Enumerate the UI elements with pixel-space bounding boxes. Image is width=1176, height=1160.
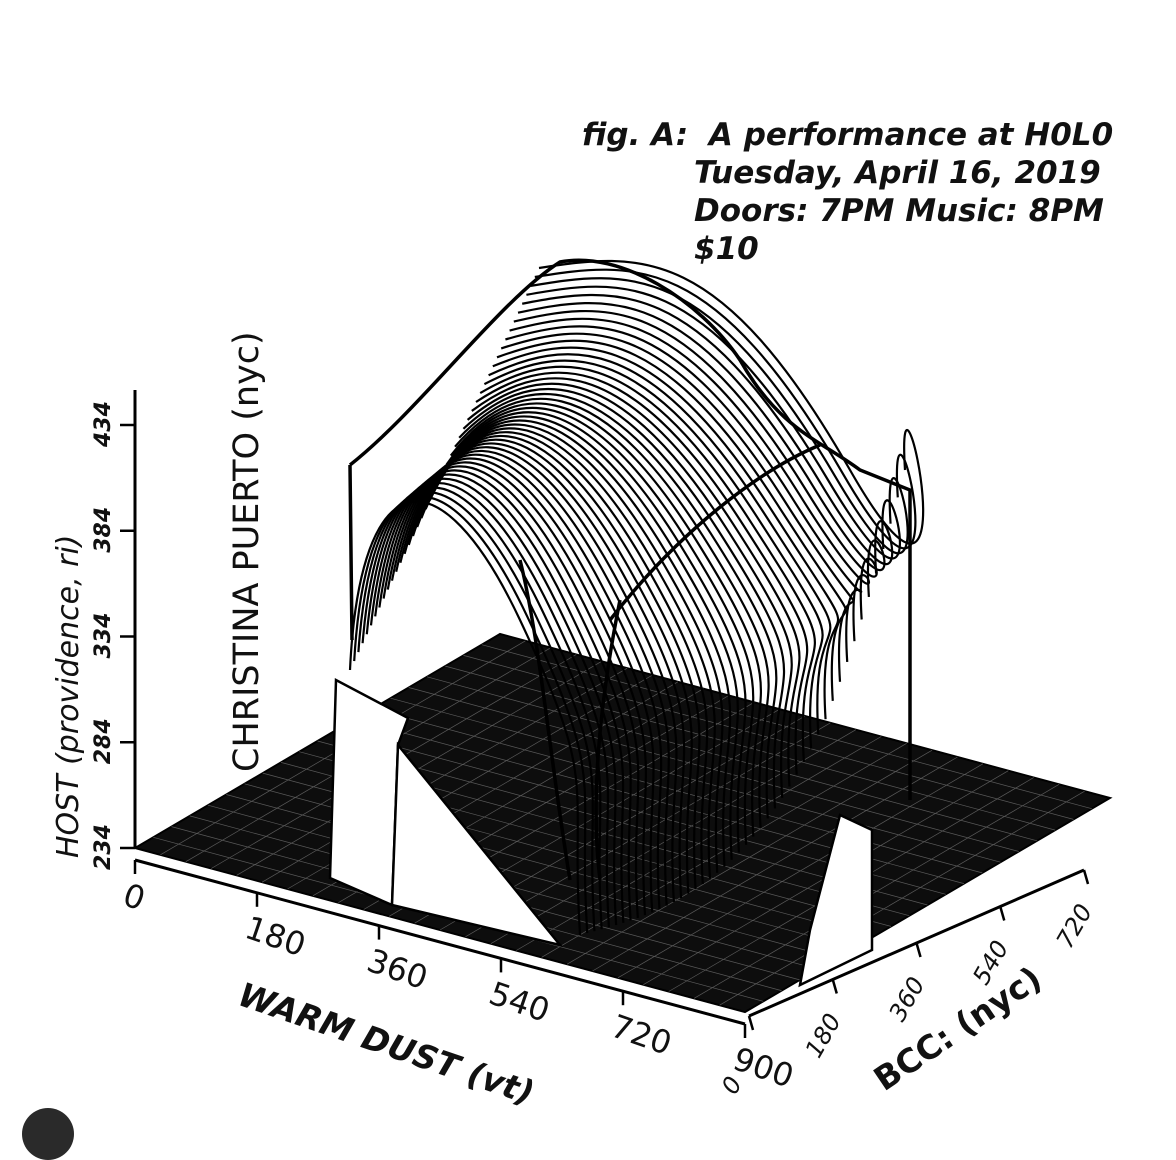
y-tick <box>831 979 838 994</box>
floor-grid-line <box>481 644 1092 810</box>
headliner-label: CHRISTINA PUERTO (nyc) <box>227 331 267 772</box>
event-times: Doors: 7PM Music: 8PM <box>694 193 1104 229</box>
surface-slice <box>374 473 625 923</box>
surface-slice <box>378 469 632 921</box>
x-tick-label: 360 <box>362 941 432 997</box>
y-tick-label: 720 <box>1051 899 1098 953</box>
surface-slice <box>454 397 770 828</box>
floor-grid-line <box>226 794 837 959</box>
surface-right-wall <box>798 813 874 988</box>
x-tick-label: 180 <box>240 908 310 964</box>
corner-avatar <box>22 1108 74 1160</box>
surface-front-wall <box>328 677 410 907</box>
surface-slice <box>424 427 716 879</box>
surface-slice <box>505 325 863 662</box>
event-date: Tuesday, April 16, 2019 <box>694 155 1101 191</box>
event-price: $10 <box>694 231 759 267</box>
surface-slice <box>365 482 610 928</box>
surface-slice <box>441 411 747 853</box>
surface-front-wall <box>390 741 564 948</box>
surface-slice <box>500 332 855 682</box>
floor-grid-line <box>445 665 1056 831</box>
surface-slice <box>488 353 832 735</box>
surface-slice <box>382 465 640 918</box>
z-tick-label: 384 <box>91 507 116 553</box>
floor-grid-line <box>426 676 1038 842</box>
surface-slice <box>428 423 724 873</box>
y-tick <box>999 906 1006 921</box>
surface-slice <box>369 477 618 926</box>
surface-slice <box>483 359 824 749</box>
floor-grid-line <box>390 697 1001 863</box>
surface-slice <box>475 371 809 775</box>
surface-slice <box>538 259 925 545</box>
surface-slice <box>479 365 816 763</box>
surface-ridge <box>518 443 821 881</box>
caption-title-line: fig. A: A performance at H0L0 <box>582 116 1113 154</box>
x-tick-label: 720 <box>606 1007 676 1063</box>
surface-slice <box>466 382 793 798</box>
x-tick-label: 540 <box>484 974 554 1030</box>
chart-axes <box>120 390 1090 1038</box>
x-axis-line <box>134 858 746 1026</box>
z-tick-label: 234 <box>91 824 116 870</box>
surface-outline <box>348 258 912 800</box>
y-tick-label: 360 <box>883 972 930 1026</box>
surface-slice <box>492 346 840 720</box>
floor-grid-line <box>372 708 983 874</box>
surface-slice <box>445 406 755 845</box>
surface-slice <box>353 495 589 934</box>
y-tick-label: 180 <box>800 1009 847 1063</box>
surface-slice <box>471 377 801 787</box>
z-tick-label: 334 <box>91 613 116 659</box>
z-tick-labels: 234 284 334 384 434 <box>91 401 116 870</box>
y-tick <box>915 942 922 958</box>
floor-grid-line <box>408 687 1019 852</box>
surface-slice <box>357 491 596 932</box>
surface-slice <box>348 500 582 936</box>
surface-slice <box>462 387 786 809</box>
z-axis-label: HOST (providence, ri) <box>51 534 86 858</box>
figure-label: fig. A: <box>582 117 689 153</box>
surface-slice <box>420 431 709 885</box>
y-axis-label: BCC: (nyc) <box>867 958 1049 1098</box>
y-tick <box>1082 869 1090 885</box>
surface-slice <box>361 486 603 930</box>
surface-slice <box>449 402 762 837</box>
event-title: A performance at H0L0 <box>708 117 1114 153</box>
event-caption: fig. A: A performance at H0L0 Tuesday, A… <box>582 116 1113 268</box>
surface-slices <box>328 258 925 988</box>
z-tick-label: 434 <box>91 401 116 448</box>
y-tick <box>747 1015 755 1031</box>
x-tick-label: 0 <box>118 876 150 919</box>
z-tick-label: 284 <box>91 718 116 764</box>
surface-slice <box>496 339 847 701</box>
surface-slice <box>458 392 778 819</box>
